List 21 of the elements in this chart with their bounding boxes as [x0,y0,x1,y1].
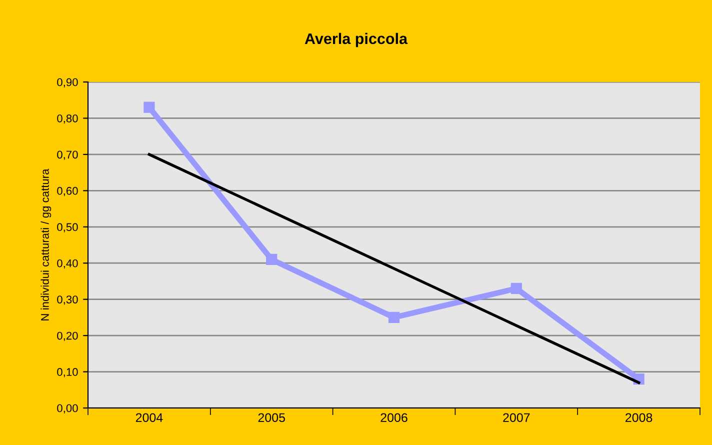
y-tick-label: 0,00 [57,404,78,414]
y-tick-label: 0,60 [57,186,78,196]
x-tick-label: 2008 [626,413,652,422]
point [388,312,400,323]
y-tick-label: 0,20 [57,332,78,342]
y-tick-label: 0,90 [57,78,78,88]
y-tick-label: 0,50 [57,223,78,232]
x-tick-label: 2004 [136,413,163,422]
x-tick-label: 2005 [258,413,285,422]
x-tick-label: 2007 [503,413,530,422]
y-axis-title: N individui catturati / gg cattura [40,168,52,320]
y-tick-label: 0,10 [57,368,78,378]
y-tick-label: 0,30 [57,296,78,305]
chart-title: Averla piccola [304,32,408,48]
y-tick-label: 0,70 [57,150,78,160]
y-tick-label: 0,40 [57,259,78,269]
y-tick-label: 0,80 [57,114,78,124]
point [266,254,278,266]
point [510,282,522,294]
x-tick-label: 2006 [380,413,408,422]
point [144,102,155,113]
